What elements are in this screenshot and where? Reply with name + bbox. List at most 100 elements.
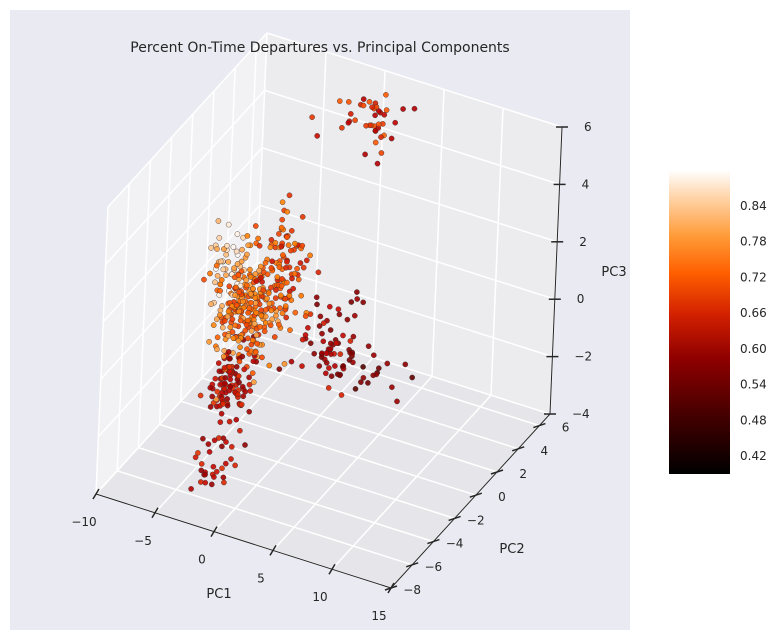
data-point bbox=[210, 322, 217, 328]
data-point bbox=[375, 108, 382, 114]
data-point bbox=[207, 270, 213, 277]
x-tick-mark bbox=[151, 507, 159, 519]
data-point bbox=[266, 362, 273, 369]
data-point bbox=[237, 427, 243, 434]
data-point bbox=[305, 324, 311, 331]
data-point bbox=[281, 360, 288, 367]
data-point bbox=[347, 349, 353, 356]
data-point bbox=[252, 223, 259, 229]
data-point bbox=[316, 363, 323, 369]
data-point bbox=[243, 282, 250, 289]
data-point bbox=[326, 303, 333, 310]
y-tick-mark bbox=[448, 515, 461, 522]
data-point bbox=[327, 346, 334, 352]
data-point bbox=[238, 258, 245, 265]
data-point bbox=[212, 375, 219, 382]
gridline bbox=[137, 160, 152, 448]
data-point bbox=[347, 111, 354, 117]
data-point bbox=[299, 214, 306, 220]
data-point bbox=[284, 208, 291, 215]
data-point bbox=[287, 247, 294, 254]
data-point bbox=[233, 302, 240, 308]
data-point bbox=[232, 284, 239, 291]
data-point bbox=[208, 301, 214, 307]
data-point bbox=[221, 318, 228, 324]
data-point bbox=[288, 227, 295, 234]
gridline bbox=[213, 357, 374, 533]
x-tick-mark bbox=[328, 563, 336, 575]
data-point bbox=[402, 361, 409, 368]
data-point bbox=[320, 320, 327, 326]
x-tick-label: 15 bbox=[371, 609, 386, 623]
data-point bbox=[242, 327, 249, 334]
data-point bbox=[239, 353, 246, 360]
data-point bbox=[268, 284, 274, 291]
data-point bbox=[229, 329, 236, 335]
data-point bbox=[268, 265, 275, 271]
y-tick-label: −6 bbox=[424, 560, 442, 574]
data-point bbox=[338, 392, 345, 398]
data-point bbox=[226, 418, 233, 425]
gridline bbox=[201, 377, 498, 473]
data-point bbox=[225, 259, 232, 265]
data-point bbox=[286, 192, 293, 199]
data-point bbox=[206, 338, 212, 345]
data-point bbox=[354, 289, 360, 295]
gridline bbox=[490, 108, 504, 396]
gridline bbox=[105, 89, 266, 265]
data-point bbox=[262, 260, 269, 266]
data-point bbox=[336, 311, 343, 318]
data-point bbox=[253, 332, 260, 339]
data-point bbox=[226, 363, 233, 370]
gridline bbox=[180, 400, 477, 496]
data-point bbox=[220, 401, 226, 407]
data-point bbox=[375, 121, 382, 128]
z-tick-label: 0 bbox=[577, 292, 585, 306]
data-point bbox=[280, 252, 286, 258]
data-point bbox=[208, 481, 215, 488]
data-point bbox=[247, 274, 254, 280]
data-point bbox=[229, 316, 236, 323]
data-point bbox=[251, 320, 258, 327]
data-point bbox=[352, 386, 359, 392]
data-point bbox=[223, 439, 229, 445]
data-point bbox=[247, 291, 254, 297]
x-tick-label: 5 bbox=[257, 571, 265, 585]
data-point bbox=[340, 363, 347, 369]
data-point bbox=[258, 307, 265, 314]
data-point bbox=[337, 351, 344, 357]
data-point bbox=[272, 295, 279, 301]
data-point bbox=[192, 454, 199, 461]
data-point bbox=[323, 359, 330, 366]
gridline bbox=[158, 137, 173, 425]
data-point bbox=[334, 371, 341, 378]
data-point bbox=[221, 364, 228, 371]
data-point bbox=[327, 340, 334, 347]
data-point bbox=[214, 388, 221, 395]
y-tick-mark bbox=[533, 422, 546, 429]
gridline bbox=[331, 394, 492, 570]
data-point bbox=[237, 317, 244, 324]
data-point bbox=[369, 104, 375, 110]
data-point bbox=[215, 218, 222, 224]
x-tick-mark bbox=[210, 526, 218, 537]
data-point bbox=[258, 274, 264, 281]
data-point bbox=[322, 370, 329, 377]
data-point bbox=[246, 374, 252, 381]
gridline bbox=[201, 90, 215, 379]
data-point bbox=[208, 245, 214, 251]
data-point bbox=[218, 410, 225, 417]
data-point bbox=[325, 385, 332, 391]
data-point bbox=[360, 374, 367, 381]
x-tick-mark bbox=[269, 545, 277, 556]
data-point bbox=[217, 419, 224, 425]
scatter-points bbox=[188, 92, 418, 492]
data-point bbox=[264, 295, 270, 302]
data-point bbox=[243, 321, 250, 328]
data-point bbox=[276, 366, 283, 372]
data-point bbox=[276, 321, 282, 328]
y-axis-line bbox=[390, 413, 551, 589]
left-pane bbox=[96, 33, 267, 494]
data-point bbox=[224, 396, 230, 402]
data-point bbox=[282, 303, 289, 309]
